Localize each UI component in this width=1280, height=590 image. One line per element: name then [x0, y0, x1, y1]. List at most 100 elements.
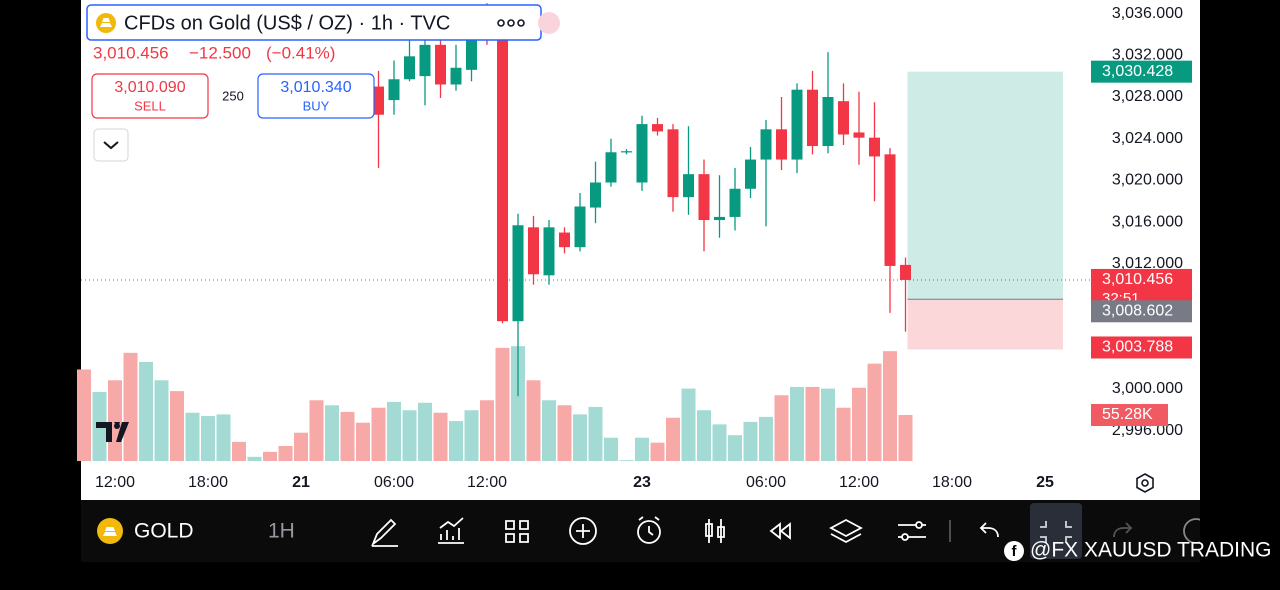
watermark: @FX XAUUSD TRADING: [1030, 539, 1271, 562]
candle-body: [559, 232, 570, 248]
volume-bar: [108, 380, 122, 461]
candle-body: [497, 34, 508, 322]
collapse-icon: [1040, 521, 1072, 543]
layout-icon[interactable]: [505, 520, 529, 543]
volume-bar: [433, 412, 448, 461]
stop-label: 3,003.788: [1102, 339, 1173, 356]
volume-bar: [340, 411, 355, 461]
candle-body: [900, 264, 911, 280]
sell-price: 3,010.090: [114, 79, 185, 96]
candle-body: [512, 225, 524, 322]
volume-bar: [681, 388, 696, 461]
spread: 250: [222, 88, 244, 103]
candle-layer: [373, 3, 911, 397]
candle-body: [652, 124, 663, 132]
candle-body: [435, 44, 446, 85]
y-tick-label: 3,020.000: [1112, 172, 1183, 189]
candle-body: [838, 101, 849, 135]
volume-bar: [325, 405, 339, 461]
volume-bar: [77, 369, 91, 461]
x-tick-label: 12:00: [95, 474, 135, 491]
candle-body: [745, 159, 756, 189]
candle-body: [590, 182, 601, 208]
candle-body: [698, 174, 710, 221]
quote-price: 3,010.456: [93, 43, 169, 62]
redo-icon[interactable]: [1113, 522, 1133, 538]
volume-bar: [170, 391, 184, 461]
candle-body: [791, 89, 803, 160]
volume-bar: [495, 347, 510, 461]
volume-bar: [309, 400, 324, 461]
target-tag: [1091, 60, 1192, 83]
chart-type-icon[interactable]: [705, 519, 725, 543]
volume-bar: [278, 446, 293, 461]
volume-bar: [821, 388, 835, 461]
volume-bar: [619, 460, 634, 461]
volume-bar: [557, 405, 572, 461]
toolbar-interval[interactable]: 1H: [268, 520, 295, 543]
quote-change: −12.500: [189, 43, 251, 62]
candle-body: [853, 132, 865, 138]
candle-body: [373, 86, 384, 115]
quote-change-pct: (−0.41%): [266, 43, 335, 62]
y-tick-label: 3,012.000: [1112, 255, 1183, 272]
candle-body: [807, 89, 818, 147]
volume-bar: [247, 456, 262, 461]
buy-button[interactable]: [257, 73, 375, 119]
volume-bar: [712, 424, 727, 461]
candle-body: [450, 67, 462, 85]
y-tick-label: 3,036.000: [1112, 5, 1183, 22]
x-tick-label: 06:00: [746, 474, 786, 491]
toolbar-symbol[interactable]: GOLD: [134, 520, 194, 543]
candle-body: [760, 129, 772, 160]
draw-icon[interactable]: [370, 518, 398, 547]
y-tick-label: 3,024.000: [1112, 130, 1183, 147]
y-tick-label: 3,016.000: [1112, 213, 1183, 230]
candle-body: [667, 129, 679, 198]
volume-bar: [743, 421, 758, 461]
more-button[interactable]: [497, 19, 525, 27]
chevron-icon: [103, 141, 119, 150]
replay-icon[interactable]: [769, 522, 791, 540]
stop-tag: [1091, 336, 1192, 359]
volume-bar: [511, 346, 525, 461]
volume-bar: [154, 380, 169, 461]
sell-button[interactable]: [91, 73, 209, 119]
candle-body: [683, 174, 694, 198]
candle-body: [388, 79, 400, 101]
volume-label: 55.28K: [1102, 406, 1153, 423]
collapse-button[interactable]: [93, 128, 129, 162]
volume-bar: [402, 410, 417, 461]
axis-layer: 3,036.000 3,032.000 3,028.000 3,024.000 3,02…: [95, 5, 1192, 491]
y-tick-label: 3,028.000: [1112, 88, 1183, 105]
gold-bars: [103, 527, 117, 536]
candle-body: [528, 227, 539, 275]
volume-bar: [604, 437, 618, 461]
volume-bar: [759, 416, 773, 461]
volume-bar: [464, 410, 479, 461]
x-tick-label: 06:00: [374, 474, 414, 491]
volume-bar: [790, 386, 804, 461]
position-layer: [81, 71, 1090, 350]
gold-bars: [100, 18, 112, 27]
volume-tag: [1091, 403, 1168, 426]
candle-body: [419, 44, 431, 77]
candle-body: [884, 154, 896, 266]
alert-clock-icon[interactable]: [637, 520, 661, 544]
add-icon[interactable]: [569, 517, 597, 545]
volume-bar: [697, 410, 711, 461]
volume-bar: [805, 386, 820, 461]
indicators-icon[interactable]: [438, 517, 464, 544]
fullscreen-button[interactable]: [1030, 503, 1082, 559]
undo-icon[interactable]: [979, 522, 999, 538]
layers-icon[interactable]: [829, 518, 863, 544]
tv-logo: [96, 422, 129, 442]
volume-bar: [666, 417, 680, 461]
alert-icon[interactable]: [538, 12, 560, 34]
buy-label: BUY: [303, 98, 330, 113]
settings-icon[interactable]: [1136, 473, 1154, 493]
volume-bar: [650, 442, 665, 461]
x-tick-label: 12:00: [839, 474, 879, 491]
